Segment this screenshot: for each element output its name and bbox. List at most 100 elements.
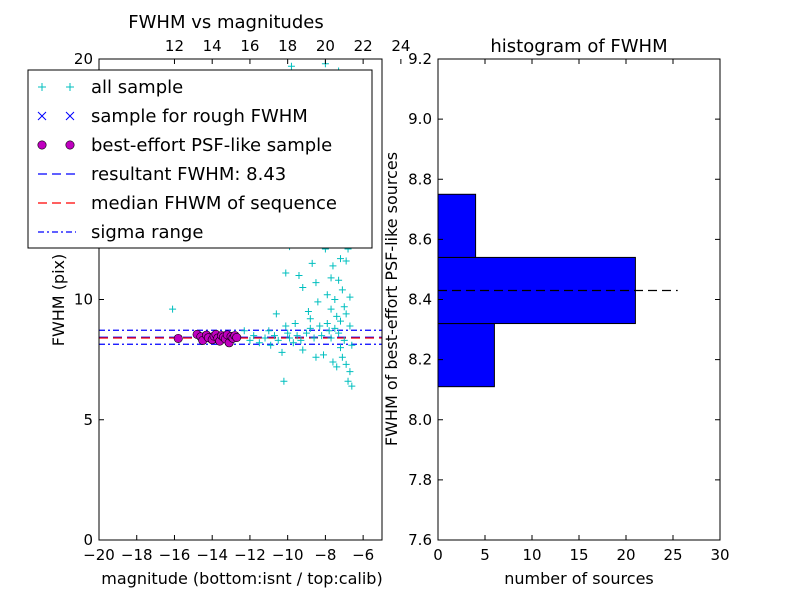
- all-sample-point-25: [308, 259, 316, 267]
- left-top-tick-label-2: 16: [240, 37, 259, 55]
- right-x-tick-label-0: 0: [433, 546, 443, 564]
- right-y-tick-label-4: 8.4: [408, 291, 432, 309]
- all-sample-point-63: [346, 368, 354, 376]
- legend-marker-2-1: [65, 140, 75, 150]
- all-sample-point-93: [306, 315, 314, 323]
- left-top-tick-label-3: 18: [278, 37, 297, 55]
- all-sample-point-51: [336, 255, 344, 263]
- left-x-ticks: −20 −18 −16 −14 −12 −10 −8 −6: [83, 535, 374, 564]
- all-sample-point-34: [323, 291, 331, 299]
- all-sample-point-39: [329, 262, 337, 270]
- all-sample-point-19: [295, 271, 303, 279]
- all-sample-point-12: [280, 377, 288, 385]
- legend-label-3: resultant FWHM: 8.43: [91, 164, 286, 185]
- all-sample-point-62: [346, 322, 354, 330]
- left-x-tick-label-5: −10: [272, 546, 304, 564]
- all-sample-point-4: [255, 339, 263, 347]
- legend-marker-0-1: [66, 83, 74, 91]
- all-sample-point-60: [342, 310, 350, 318]
- legend-entry-0: all sample: [38, 77, 183, 98]
- right-x-tick-label-6: 30: [710, 546, 729, 564]
- right-y-tick-label-1: 7.8: [408, 471, 432, 489]
- legend-marker-1-1: [65, 111, 75, 121]
- all-sample-point-21: [299, 346, 307, 354]
- all-sample-point-38: [327, 305, 335, 313]
- right-y-tick-label-8: 9.2: [408, 50, 432, 68]
- all-sample-point-64: [348, 382, 356, 390]
- all-sample-point-7: [267, 341, 275, 349]
- legend-marker-1-0: [37, 111, 47, 121]
- left-y-axis-label: FWHM (pix): [49, 254, 68, 347]
- left-x-axis-label: magnitude (bottom:isnt / top:calib): [101, 569, 382, 588]
- right-x-tick-label-1: 5: [480, 546, 490, 564]
- legend: all sample sample for rough FWHM best-effo…: [27, 69, 373, 249]
- left-y-tick-label-1: 5: [83, 411, 93, 429]
- all-sample-point-65: [348, 341, 356, 349]
- all-sample-point-47: [335, 329, 343, 337]
- all-sample-point-9: [272, 310, 280, 318]
- right-y-ticks: 7.6 7.8 8.0 8.2 8.4 8.6 8.8 9.0 9.2: [408, 50, 720, 549]
- all-sample-point-98: [346, 293, 354, 301]
- left-x-tick-label-6: −8: [314, 546, 336, 564]
- right-x-tick-label-5: 25: [663, 546, 682, 564]
- legend-label-5: sigma range: [91, 222, 203, 243]
- right-y-tick-label-2: 8.0: [408, 411, 432, 429]
- left-x-tick-label-0: −20: [83, 546, 115, 564]
- all-sample-point-14: [284, 329, 292, 337]
- all-sample-point-10: [274, 336, 282, 344]
- all-sample-point-20: [297, 336, 305, 344]
- left-top-ticks: 12 14 16 18 20 22 24: [165, 37, 410, 64]
- legend-marker-2-0: [37, 140, 47, 150]
- all-sample-point-11: [278, 348, 286, 356]
- legend-box: [27, 69, 373, 249]
- legend-entry-1: sample for rough FWHM: [37, 106, 308, 127]
- right-chart-title: histogram of FWHM: [490, 36, 667, 57]
- psf-sample-points: [173, 329, 242, 348]
- right-x-axis-label: number of sources: [504, 569, 654, 588]
- left-x-tick-label-3: −14: [196, 546, 228, 564]
- all-sample-point-0: [169, 305, 177, 313]
- all-sample-point-50: [336, 317, 344, 325]
- all-sample-point-6: [265, 327, 273, 335]
- left-top-tick-label-6: 24: [391, 37, 410, 55]
- all-sample-point-43: [331, 296, 339, 303]
- all-sample-point-30: [318, 332, 326, 340]
- legend-marker-0-0: [38, 83, 46, 91]
- left-chart-title: FWHM vs magnitudes: [128, 12, 323, 33]
- all-sample-point-90: [282, 269, 290, 277]
- all-sample-point-81: [287, 62, 295, 70]
- left-x-tick-label-7: −6: [352, 546, 374, 564]
- all-sample-point-61: [344, 377, 352, 385]
- all-sample-point-94: [299, 283, 307, 291]
- all-sample-point-48: [335, 276, 343, 284]
- all-sample-point-16: [289, 339, 297, 347]
- left-top-tick-label-4: 20: [316, 37, 335, 55]
- all-sample-point-41: [331, 324, 339, 332]
- all-sample-point-33: [323, 320, 331, 328]
- left-x-tick-label-1: −18: [121, 546, 153, 564]
- fwhm-histogram-chart: histogram of FWHM 0 5 10 15 20 25 30 7.6 7.8 8.0…: [382, 36, 730, 588]
- right-y-tick-label-3: 8.2: [408, 351, 432, 369]
- all-sample-point-29: [316, 322, 324, 330]
- all-sample-point-28: [314, 298, 322, 306]
- all-sample-point-37: [327, 334, 335, 342]
- all-sample-point-17: [291, 320, 299, 328]
- right-x-tick-label-4: 20: [616, 546, 635, 564]
- all-sample-point-22: [303, 329, 311, 337]
- right-x-ticks: 0 5 10 15 20 25 30: [433, 59, 730, 564]
- all-sample-point-27: [312, 353, 320, 361]
- all-sample-point-3: [250, 332, 258, 340]
- all-sample-point-99: [342, 257, 350, 265]
- all-sample-point-57: [340, 336, 348, 344]
- left-x-tick-label-4: −12: [234, 546, 266, 564]
- right-y-tick-label-6: 8.8: [408, 170, 432, 188]
- right-x-tick-label-3: 15: [569, 546, 588, 564]
- histogram-bar-0: [437, 323, 495, 388]
- legend-label-1: sample for rough FWHM: [91, 106, 308, 127]
- all-sample-point-40: [329, 358, 337, 366]
- all-sample-point-52: [336, 344, 344, 352]
- legend-entry-5: sigma range: [38, 222, 203, 243]
- all-sample-point-59: [342, 360, 350, 368]
- all-sample-point-23: [304, 308, 312, 316]
